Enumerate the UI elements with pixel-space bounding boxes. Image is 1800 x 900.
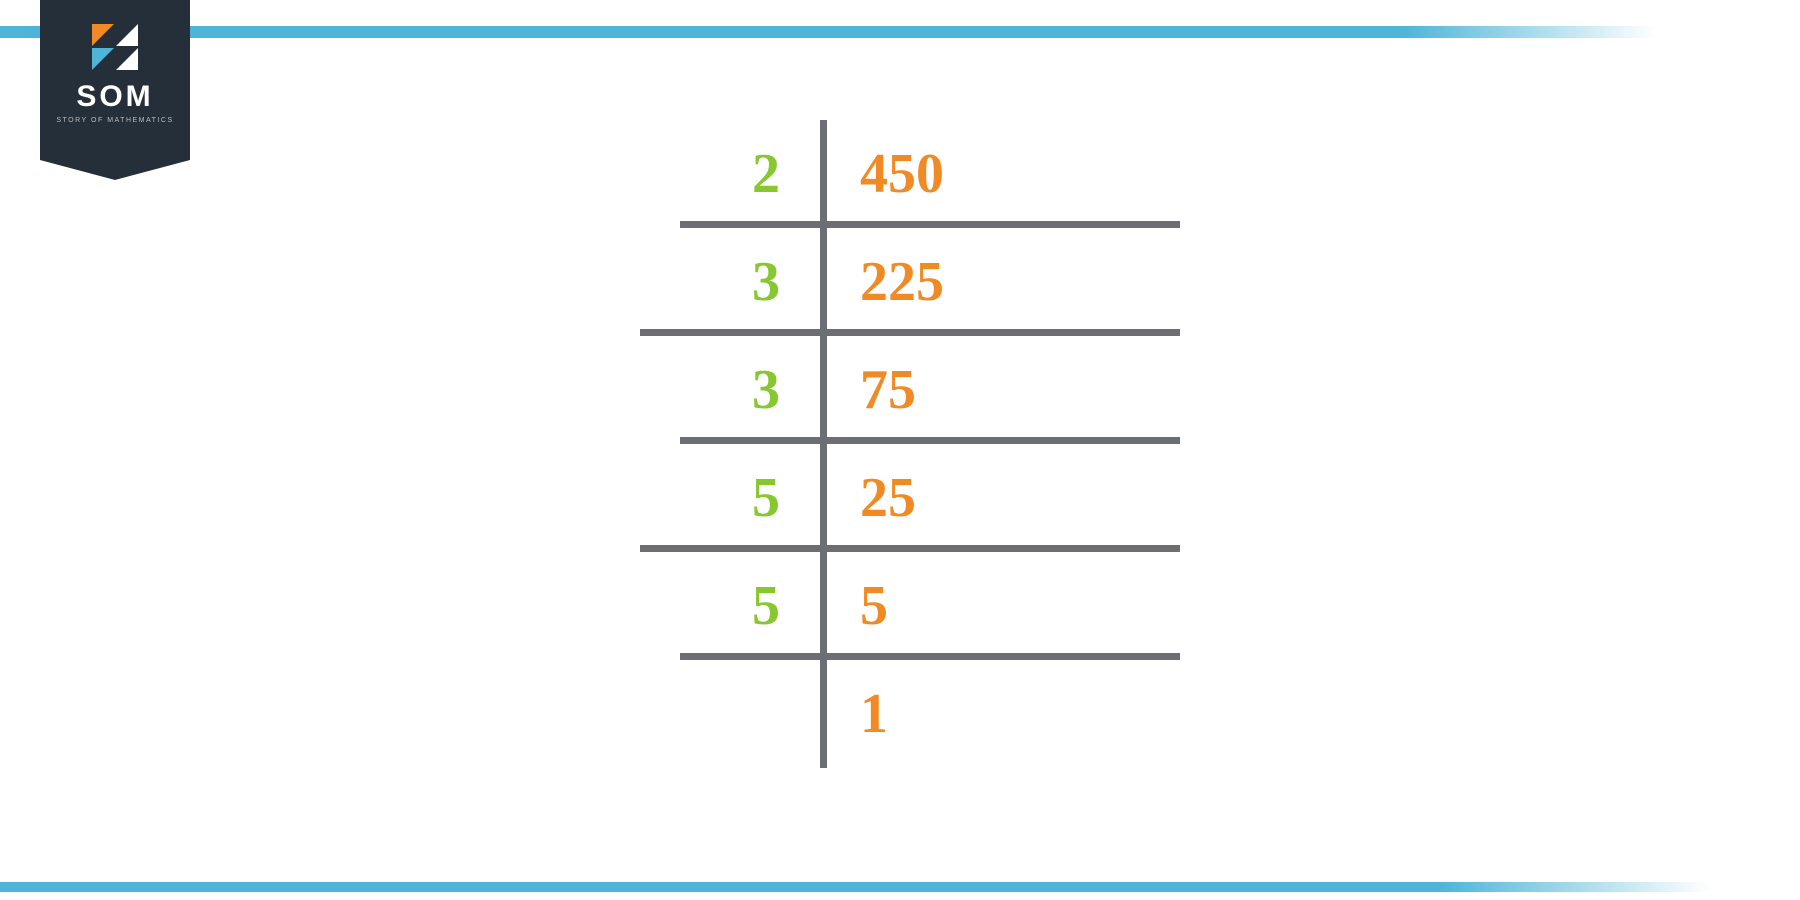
prime-factor: 5: [620, 574, 820, 638]
logo-badge: SOM STORY OF MATHEMATICS: [40, 0, 190, 160]
bottom-accent-bar: [0, 882, 1800, 892]
table-row: 375: [620, 336, 1180, 444]
factorization-table: 24503225375525551: [620, 120, 1180, 768]
prime-factor: 2: [620, 142, 820, 206]
prime-factor: 3: [620, 358, 820, 422]
table-row: 1: [620, 660, 1180, 768]
vertical-divider: [820, 444, 827, 552]
vertical-divider: [820, 228, 827, 336]
horizontal-divider: [680, 221, 1180, 228]
vertical-divider: [820, 120, 827, 228]
table-row: 55: [620, 552, 1180, 660]
horizontal-divider: [640, 545, 1180, 552]
horizontal-divider: [640, 329, 1180, 336]
quotient-value: 1: [820, 682, 1180, 746]
prime-factor: 3: [620, 250, 820, 314]
table-row: 3225: [620, 228, 1180, 336]
quotient-value: 75: [820, 358, 1180, 422]
vertical-divider: [820, 552, 827, 660]
quotient-value: 450: [820, 142, 1180, 206]
table-row: 2450: [620, 120, 1180, 228]
quotient-value: 225: [820, 250, 1180, 314]
horizontal-divider: [680, 653, 1180, 660]
logo-subtitle: STORY OF MATHEMATICS: [56, 117, 173, 124]
vertical-divider: [820, 660, 827, 768]
quotient-value: 25: [820, 466, 1180, 530]
prime-factor: 5: [620, 466, 820, 530]
logo-icon: [92, 24, 138, 70]
logo-title: SOM: [76, 80, 153, 114]
horizontal-divider: [680, 437, 1180, 444]
top-accent-bar: [0, 26, 1800, 38]
vertical-divider: [820, 336, 827, 444]
quotient-value: 5: [820, 574, 1180, 638]
table-row: 525: [620, 444, 1180, 552]
